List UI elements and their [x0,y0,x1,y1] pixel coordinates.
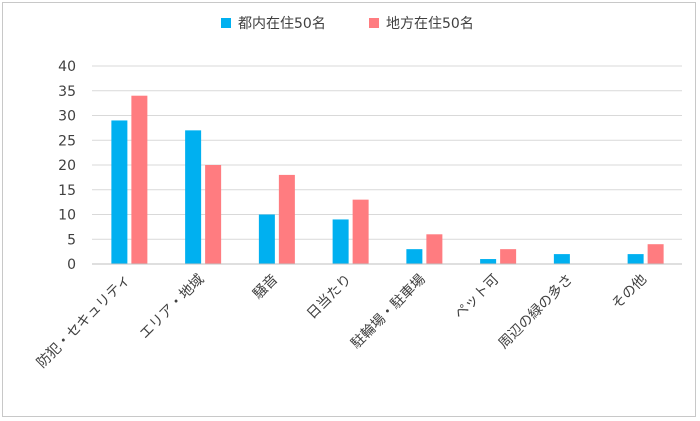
legend-label-chihou: 地方在住50名 [386,16,474,32]
bar-s1-c4 [426,234,443,264]
y-tick-label-5: 5 [67,232,76,248]
bar-s0-c5 [480,259,497,264]
bar-s0-c4 [406,249,423,264]
bar-s1-c5 [500,249,517,264]
category-label-4: 駐輪場・駐車場 [347,271,428,352]
category-label-3: 日当たり [304,272,355,323]
category-label-0: 防犯・セキュリティ [34,272,134,372]
y-axis-ticks: 0 5 10 15 20 25 30 35 40 [58,59,76,273]
category-label-7: その他 [609,272,650,313]
y-tick-label-25: 25 [58,133,76,149]
bar-s1-c3 [352,199,369,264]
y-tick-label-0: 0 [67,257,76,273]
bar-s0-c3 [332,219,349,264]
bar-s0-c0 [111,120,128,264]
y-tick-label-30: 30 [58,109,76,125]
bar-s1-c1 [205,165,222,264]
bar-s0-c1 [185,130,202,264]
bar-s1-c0 [131,95,148,264]
bar-s1-c2 [278,174,295,264]
bar-s0-c2 [258,214,275,264]
category-label-2: 騒音 [249,271,281,303]
bar-s0-c6 [553,254,570,264]
y-tick-label-15: 15 [58,183,76,199]
bar-s1-c7 [647,244,664,264]
y-tick-label-40: 40 [58,59,76,75]
category-label-1: エリア・地域 [137,272,208,343]
bar-s0-c7 [627,254,644,264]
legend-swatch-chihou [369,18,379,28]
y-tick-label-10: 10 [58,208,76,224]
y-tick-label-20: 20 [58,158,76,174]
bars [111,95,664,264]
category-label-6: 周辺の緑の多さ [495,271,576,352]
gridlines [92,65,682,240]
category-label-5: ペット可 [452,272,503,323]
legend-label-tonai: 都内在住50名 [238,16,326,32]
x-axis-categories: 防犯・セキュリティ エリア・地域 騒音 日当たり駐輪場・駐車場 ペット可周辺の緑の多さそ… [34,271,650,372]
legend: 都内在住50名 地方在住50名 [221,16,474,32]
legend-swatch-tonai [221,18,231,28]
y-tick-label-35: 35 [58,84,76,100]
